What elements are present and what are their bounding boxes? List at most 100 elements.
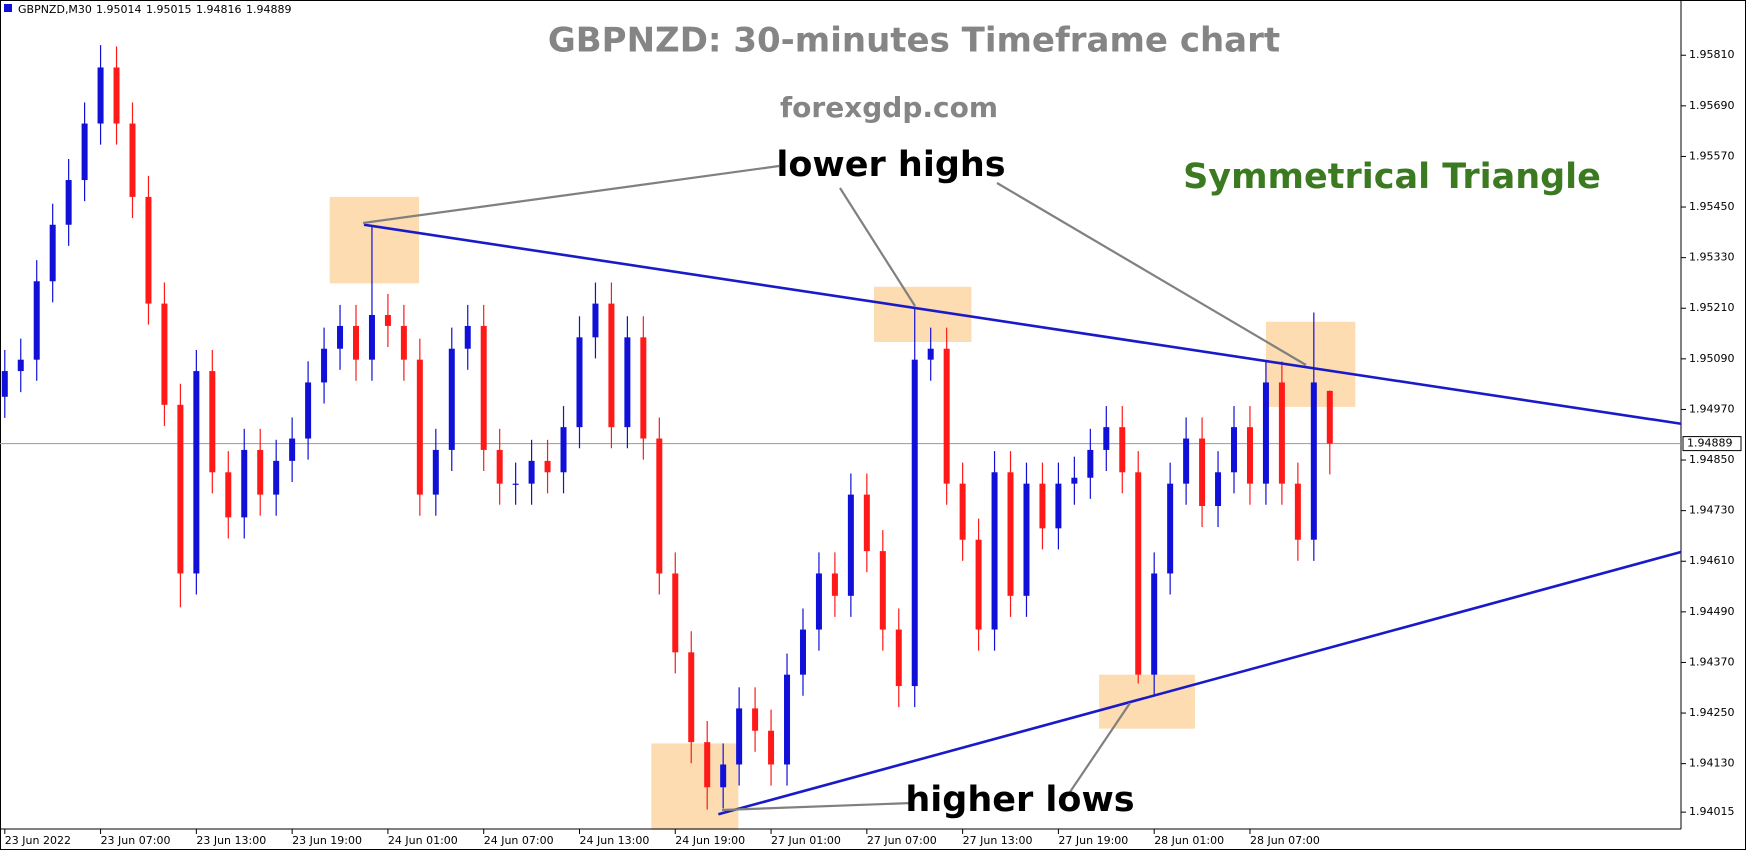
connector bbox=[1069, 702, 1131, 793]
candle-body bbox=[1215, 472, 1222, 507]
candle-body bbox=[161, 303, 168, 405]
candle-body bbox=[736, 708, 743, 765]
candle-body bbox=[544, 460, 551, 473]
candle-body bbox=[241, 449, 248, 518]
candle-body bbox=[528, 460, 535, 484]
candle-body bbox=[17, 359, 24, 372]
candle-body bbox=[129, 123, 136, 197]
y-tick-label: 1.95450 bbox=[1689, 200, 1735, 213]
candle-body bbox=[257, 449, 264, 495]
current-price-tag bbox=[1682, 436, 1742, 452]
candle-body bbox=[177, 404, 184, 574]
annotation: higher lows bbox=[905, 780, 1134, 820]
x-tick-label: 23 Jun 2022 bbox=[5, 834, 71, 847]
x-tick-label: 23 Jun 13:00 bbox=[196, 834, 266, 847]
candle-body bbox=[704, 742, 711, 788]
candle-body bbox=[943, 348, 950, 484]
candle-body bbox=[560, 427, 567, 473]
x-tick-label: 28 Jun 01:00 bbox=[1154, 834, 1224, 847]
candle-body bbox=[927, 348, 934, 360]
connector bbox=[996, 182, 1307, 366]
x-tick-label: 24 Jun 19:00 bbox=[675, 834, 745, 847]
header: GBPNZD,M30 1.95014 1.95015 1.94816 1.948… bbox=[4, 3, 292, 16]
candle-body bbox=[879, 551, 886, 630]
x-tick-label: 27 Jun 01:00 bbox=[771, 834, 841, 847]
candle-body bbox=[911, 359, 918, 687]
candle-body bbox=[384, 314, 391, 326]
candle-body bbox=[576, 337, 583, 428]
candle-body bbox=[1023, 483, 1030, 596]
y-tick-label: 1.94250 bbox=[1689, 706, 1735, 719]
x-tick-label: 27 Jun 19:00 bbox=[1058, 834, 1128, 847]
candle-body bbox=[1262, 382, 1269, 484]
x-tick-label: 27 Jun 07:00 bbox=[867, 834, 937, 847]
y-tick-label: 1.95330 bbox=[1689, 251, 1735, 264]
current-price-label: 1.94889 bbox=[1687, 437, 1733, 450]
candle-body bbox=[784, 674, 791, 765]
header-ohlc: 1.95014 bbox=[96, 3, 142, 16]
candle-body bbox=[209, 371, 216, 473]
candle-body bbox=[991, 472, 998, 630]
highlight-box bbox=[1099, 674, 1195, 729]
candle-body bbox=[512, 483, 519, 485]
candle-body bbox=[1294, 483, 1301, 540]
chart-title: GBPNZD: 30-minutes Timeframe chart bbox=[548, 21, 1280, 61]
x-tick-label: 24 Jun 01:00 bbox=[388, 834, 458, 847]
candle-body bbox=[65, 180, 72, 225]
y-tick-label: 1.95570 bbox=[1689, 149, 1735, 162]
candle-body bbox=[1039, 483, 1046, 529]
y-tick-label: 1.95210 bbox=[1689, 301, 1735, 314]
candle-body bbox=[640, 337, 647, 439]
x-tick-label: 24 Jun 13:00 bbox=[579, 834, 649, 847]
symbol: GBPNZD,M30 bbox=[18, 3, 92, 16]
connector bbox=[839, 187, 916, 307]
connectors bbox=[362, 164, 1307, 812]
candle-body bbox=[1326, 390, 1333, 444]
x-tick-label: 27 Jun 13:00 bbox=[963, 834, 1033, 847]
candle-body bbox=[672, 573, 679, 653]
candle-body bbox=[895, 629, 902, 687]
y-tick-label: 1.94370 bbox=[1689, 655, 1735, 668]
candle-body bbox=[975, 539, 982, 630]
candle-body bbox=[496, 449, 503, 484]
y-tick-label: 1.94490 bbox=[1689, 605, 1735, 618]
candle-body bbox=[1103, 427, 1110, 450]
y-tick-label: 1.94970 bbox=[1689, 402, 1735, 415]
candle-body bbox=[815, 573, 822, 630]
candle-body bbox=[33, 281, 40, 360]
candle-body bbox=[656, 438, 663, 574]
header-icon bbox=[4, 4, 12, 12]
connector bbox=[362, 164, 780, 225]
x-tick-label: 23 Jun 19:00 bbox=[292, 834, 362, 847]
candle-body bbox=[273, 460, 280, 495]
candle-body bbox=[1151, 573, 1158, 675]
header-ohlc: 1.94816 bbox=[196, 3, 242, 16]
candle-body bbox=[752, 708, 759, 731]
candle-body bbox=[959, 483, 966, 540]
candle-body bbox=[1, 371, 8, 397]
y-tick-label: 1.94850 bbox=[1689, 453, 1735, 466]
candle-body bbox=[368, 314, 375, 360]
trendline bbox=[718, 550, 1682, 816]
candle-body bbox=[352, 325, 359, 360]
candle-body bbox=[1231, 427, 1238, 473]
candle-body bbox=[1135, 472, 1142, 675]
annotation: Symmetrical Triangle bbox=[1183, 157, 1601, 197]
connector bbox=[721, 801, 913, 812]
candle-body bbox=[1278, 382, 1285, 484]
candle-body bbox=[688, 652, 695, 743]
candle-body bbox=[416, 359, 423, 495]
header-ohlc: 1.94889 bbox=[246, 3, 292, 16]
candle-body bbox=[289, 438, 296, 461]
candle-body bbox=[720, 764, 727, 788]
marks-layer: 1.94889 bbox=[1, 45, 1742, 816]
candle-body bbox=[480, 325, 487, 450]
y-tick-label: 1.95090 bbox=[1689, 352, 1735, 365]
candle-body bbox=[847, 494, 854, 596]
candle-body bbox=[448, 348, 455, 450]
candle-body bbox=[1071, 477, 1078, 484]
chart-subtitle: forexgdp.com bbox=[780, 91, 998, 124]
